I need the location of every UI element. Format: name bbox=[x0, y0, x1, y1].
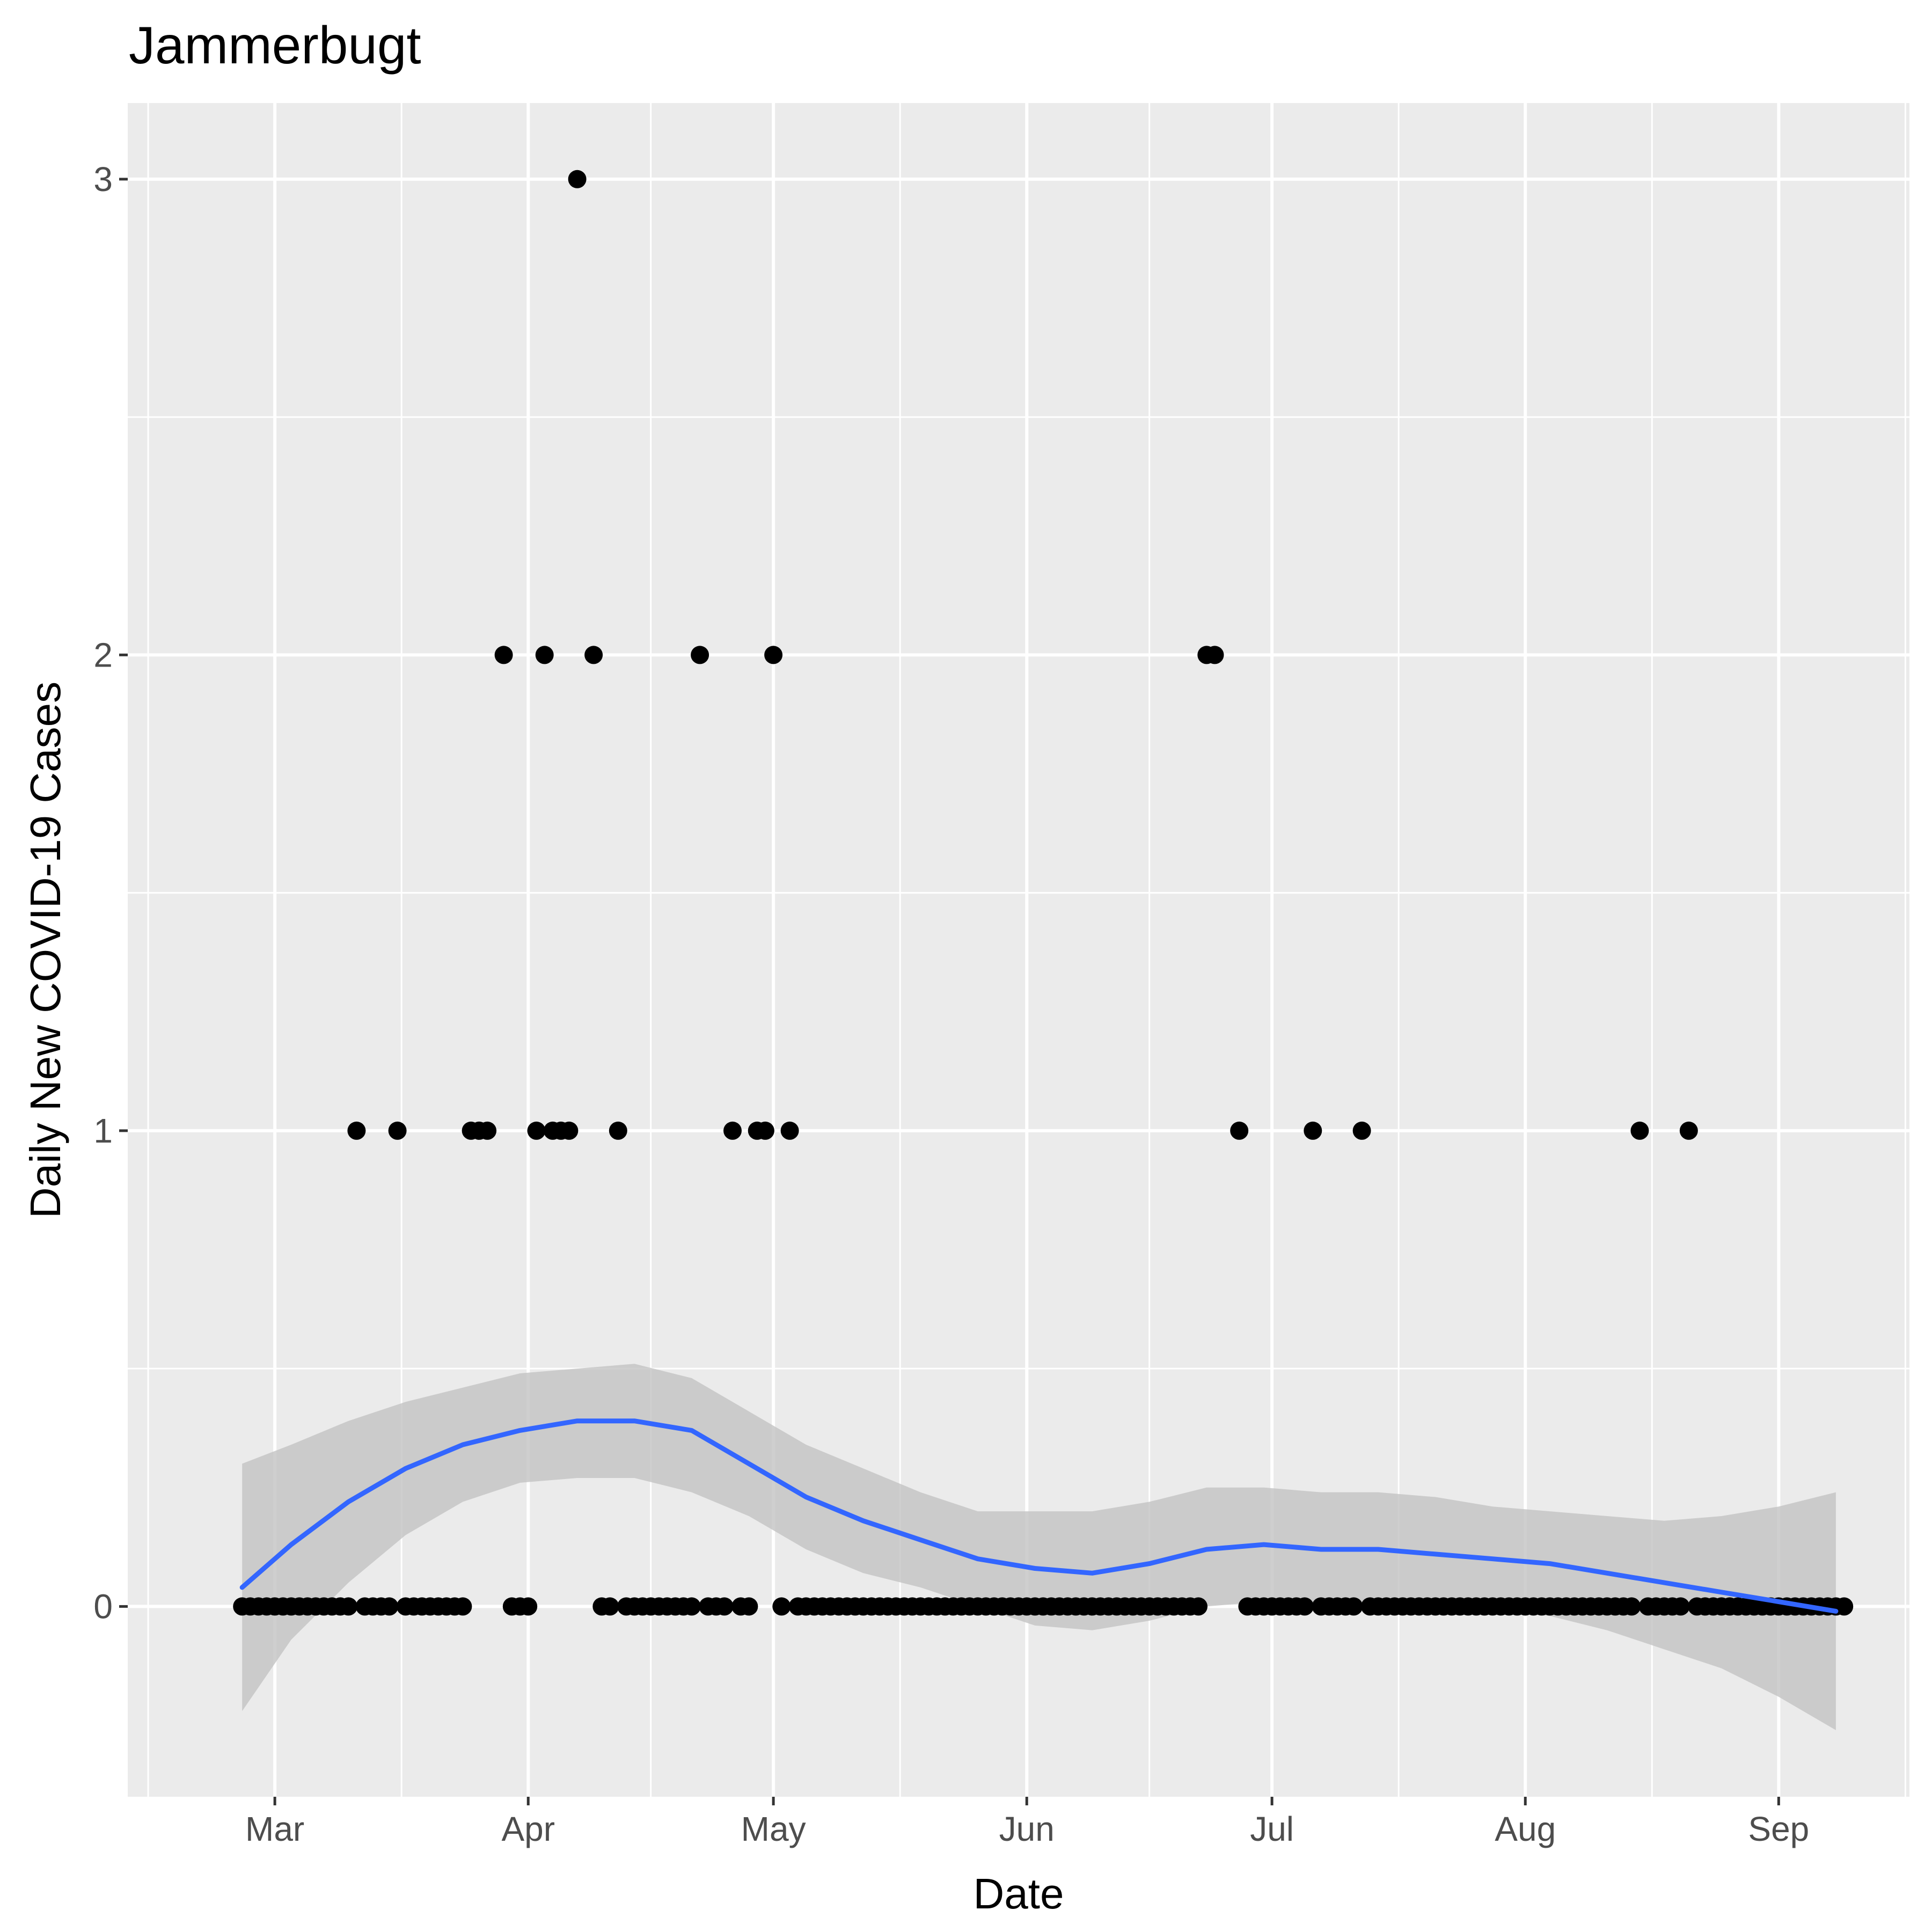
data-point bbox=[388, 1121, 407, 1140]
data-point bbox=[682, 1597, 701, 1616]
x-tick-label: Mar bbox=[245, 1810, 304, 1848]
data-point bbox=[494, 646, 513, 664]
y-tick-label: 1 bbox=[93, 1111, 113, 1150]
data-point bbox=[1344, 1597, 1363, 1616]
data-point bbox=[1679, 1121, 1698, 1140]
data-point bbox=[1189, 1597, 1208, 1616]
data-point bbox=[527, 1121, 546, 1140]
data-point bbox=[453, 1597, 472, 1616]
data-point bbox=[584, 646, 603, 664]
data-point bbox=[1304, 1121, 1322, 1140]
x-tick-label: Jun bbox=[999, 1810, 1055, 1848]
data-point bbox=[609, 1121, 627, 1140]
data-point bbox=[568, 170, 587, 188]
data-point bbox=[715, 1597, 734, 1616]
data-point bbox=[1205, 646, 1224, 664]
y-tick-label: 3 bbox=[93, 160, 113, 199]
data-point bbox=[535, 646, 554, 664]
data-point bbox=[1296, 1597, 1314, 1616]
y-axis: 0 1 2 3 bbox=[93, 160, 128, 1626]
data-point bbox=[723, 1121, 742, 1140]
confidence-band-layer bbox=[242, 1364, 1836, 1730]
y-tick-label: 2 bbox=[93, 635, 113, 674]
confidence-band bbox=[242, 1364, 1836, 1730]
chart-title: Jammerbugt bbox=[129, 16, 421, 75]
y-tick-label: 0 bbox=[93, 1587, 113, 1626]
x-tick-label: May bbox=[741, 1810, 806, 1848]
data-point bbox=[1671, 1597, 1690, 1616]
data-point bbox=[691, 646, 709, 664]
data-point bbox=[560, 1121, 579, 1140]
grid-minor bbox=[128, 103, 1909, 1797]
smooth-line-layer bbox=[239, 1418, 1839, 1614]
data-point bbox=[780, 1121, 799, 1140]
data-point bbox=[764, 646, 783, 664]
data-point bbox=[519, 1597, 538, 1616]
x-tick-label: Jul bbox=[1250, 1810, 1294, 1848]
x-tick-label: Sep bbox=[1748, 1810, 1809, 1848]
data-point bbox=[1630, 1121, 1649, 1140]
x-tick-label: Aug bbox=[1495, 1810, 1556, 1848]
data-point bbox=[380, 1597, 399, 1616]
x-tick-label: Apr bbox=[501, 1810, 555, 1848]
smooth-trend-line bbox=[239, 1418, 1839, 1614]
data-point bbox=[756, 1121, 774, 1140]
data-point bbox=[339, 1597, 358, 1616]
data-point bbox=[347, 1121, 366, 1140]
data-point bbox=[1622, 1597, 1641, 1616]
data-point bbox=[1835, 1597, 1854, 1616]
x-axis-title: Date bbox=[974, 1870, 1064, 1918]
points-layer bbox=[233, 170, 1854, 1616]
y-axis-title: Daily New COVID-19 Cases bbox=[21, 682, 69, 1218]
data-point bbox=[478, 1121, 497, 1140]
data-point bbox=[1352, 1121, 1371, 1140]
x-axis: Mar Apr May Jun Jul Aug Sep bbox=[245, 1797, 1809, 1848]
data-point bbox=[601, 1597, 619, 1616]
data-point bbox=[772, 1597, 791, 1616]
data-point bbox=[1230, 1121, 1249, 1140]
data-point bbox=[740, 1597, 758, 1616]
